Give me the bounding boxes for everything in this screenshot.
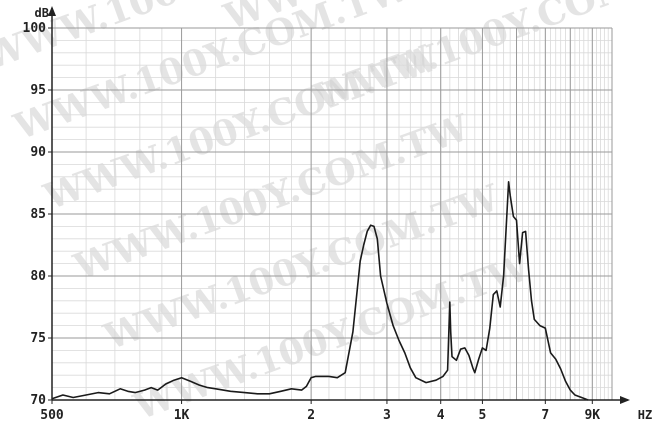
axes (48, 6, 630, 404)
y-axis-arrow (48, 6, 56, 16)
y-unit-label: dB (35, 6, 49, 20)
y-tick-label: 75 (30, 331, 46, 346)
y-tick-label: 90 (30, 145, 46, 160)
x-tick-label: 1K (174, 408, 190, 423)
x-unit-label: HZ (638, 408, 652, 422)
x-tick-label: 7 (541, 408, 549, 423)
response-curve (51, 181, 589, 401)
x-tick-label: 500 (40, 408, 64, 423)
y-tick-label: 80 (30, 269, 46, 284)
x-tick-labels: 500 1K 2 3 4 5 7 9K (40, 400, 600, 423)
y-tick-label: 70 (30, 393, 46, 408)
y-tick-label: 95 (30, 83, 46, 98)
y-tick-label: 85 (30, 207, 46, 222)
y-tick-label: 100 (23, 21, 47, 36)
x-tick-label: 3 (383, 408, 391, 423)
x-tick-label: 2 (307, 408, 315, 423)
x-tick-label: 9K (584, 408, 600, 423)
x-tick-label: 4 (437, 408, 445, 423)
x-axis-arrow (620, 396, 630, 404)
major-grid (52, 27, 613, 401)
y-tick-labels: 70 75 80 85 90 95 100 (23, 21, 52, 408)
x-tick-label: 5 (479, 408, 487, 423)
